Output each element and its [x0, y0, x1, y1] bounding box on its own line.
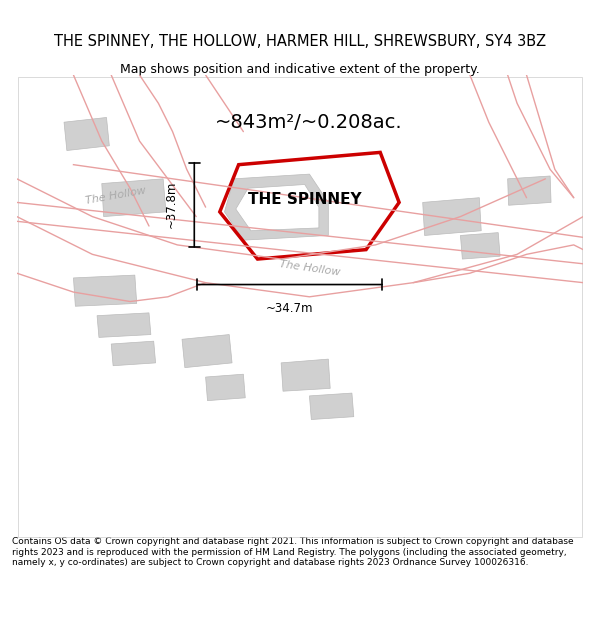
Text: ~34.7m: ~34.7m — [266, 301, 313, 314]
Polygon shape — [281, 359, 330, 391]
Text: THE SPINNEY, THE HOLLOW, HARMER HILL, SHREWSBURY, SY4 3BZ: THE SPINNEY, THE HOLLOW, HARMER HILL, SH… — [54, 34, 546, 49]
Polygon shape — [236, 184, 319, 231]
Text: ~37.8m: ~37.8m — [164, 181, 177, 229]
Polygon shape — [508, 176, 551, 205]
Polygon shape — [423, 198, 481, 236]
Polygon shape — [224, 174, 328, 240]
Polygon shape — [460, 232, 500, 259]
Polygon shape — [64, 118, 109, 151]
Polygon shape — [206, 374, 245, 401]
Polygon shape — [111, 341, 155, 366]
Polygon shape — [102, 179, 166, 217]
Polygon shape — [310, 393, 354, 419]
Text: The Hollow: The Hollow — [278, 259, 341, 278]
Text: Contains OS data © Crown copyright and database right 2021. This information is : Contains OS data © Crown copyright and d… — [12, 538, 574, 568]
Text: Map shows position and indicative extent of the property.: Map shows position and indicative extent… — [120, 62, 480, 76]
Text: ~843m²/~0.208ac.: ~843m²/~0.208ac. — [215, 112, 403, 132]
Polygon shape — [73, 275, 137, 306]
Text: THE SPINNEY: THE SPINNEY — [248, 192, 362, 207]
Polygon shape — [97, 313, 151, 338]
Polygon shape — [182, 334, 232, 367]
Text: The Hollow: The Hollow — [85, 186, 147, 206]
